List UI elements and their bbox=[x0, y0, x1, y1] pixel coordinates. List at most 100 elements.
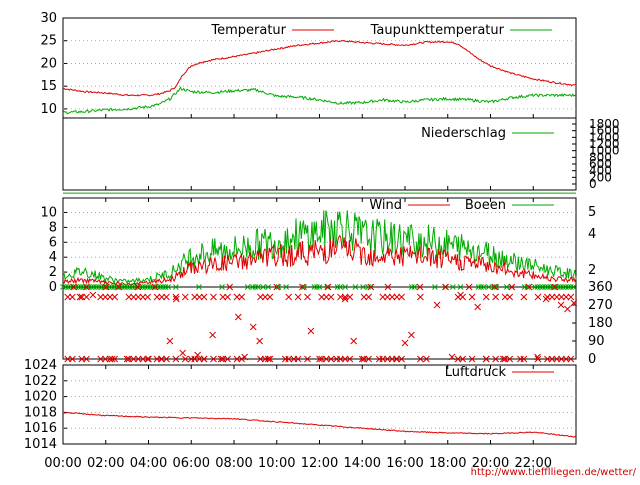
scatter-marker-direction bbox=[384, 283, 392, 291]
scatter-marker-calm bbox=[129, 284, 136, 290]
series-line-luftdruck bbox=[62, 411, 577, 438]
scatter-marker-direction bbox=[468, 355, 476, 363]
y-tick-label: 1020 bbox=[24, 390, 57, 405]
scatter-marker-direction bbox=[417, 293, 424, 301]
scatter-marker-calm bbox=[88, 284, 95, 290]
scatter-marker-direction bbox=[482, 293, 490, 301]
scatter-marker-direction bbox=[506, 355, 514, 363]
scatter-marker-calm bbox=[93, 284, 100, 290]
y-tick-label: 1018 bbox=[24, 405, 57, 420]
scatter-marker-calm bbox=[411, 284, 418, 290]
y-tick-label-right: 4 bbox=[588, 227, 596, 242]
y-tick-label: 4 bbox=[49, 250, 57, 265]
scatter-marker-calm bbox=[485, 284, 492, 290]
scatter-marker-calm bbox=[126, 284, 133, 290]
scatter-marker-direction bbox=[285, 293, 293, 301]
scatter-marker-direction bbox=[534, 355, 542, 363]
y-tick-label-right: 0 bbox=[588, 352, 596, 367]
scatter-marker-direction bbox=[570, 299, 578, 307]
scatter-marker-direction bbox=[408, 331, 415, 339]
scatter-marker-calm bbox=[165, 284, 172, 290]
scatter-marker-calm bbox=[60, 284, 66, 290]
scatter-marker-direction bbox=[209, 331, 216, 339]
scatter-marker-calm bbox=[532, 284, 538, 290]
scatter-marker-direction bbox=[346, 293, 354, 301]
scatter-marker-calm bbox=[337, 284, 343, 290]
scatter-marker-direction bbox=[111, 355, 119, 363]
scatter-marker-direction bbox=[398, 293, 405, 301]
scatter-marker-calm bbox=[249, 284, 256, 290]
scatter-marker-calm bbox=[550, 284, 556, 290]
scatter-marker-direction bbox=[459, 293, 467, 301]
x-tick-label: 12:00 bbox=[301, 456, 338, 471]
scatter-marker-direction bbox=[401, 339, 409, 347]
legend-niederschlag-label: Niederschlag bbox=[421, 126, 506, 141]
source-link[interactable]: http://www.tiefflliegen.de/wetter/ bbox=[470, 467, 636, 478]
y-tick-label-right: 800 bbox=[589, 150, 612, 164]
scatter-marker-direction bbox=[108, 355, 116, 363]
y-tick-label: 1014 bbox=[24, 437, 57, 452]
scatter-marker-direction bbox=[448, 353, 456, 361]
legends: Temperatur Taupunkttemperatur Niederschlag… bbox=[210, 23, 554, 380]
scatter-marker-calm bbox=[260, 284, 266, 290]
scatter-marker-calm bbox=[173, 284, 179, 290]
scatter-marker-direction bbox=[459, 355, 467, 363]
scatter-marker-calm bbox=[219, 284, 225, 290]
scatter-marker-calm bbox=[116, 284, 123, 290]
scatter-marker-calm bbox=[565, 284, 572, 290]
scatter-marker-direction bbox=[163, 293, 170, 301]
scatter-marker-direction bbox=[304, 355, 311, 363]
scatter-marker-calm bbox=[547, 284, 554, 290]
scatter-marker-direction bbox=[307, 327, 315, 335]
scatter-marker-calm bbox=[265, 284, 272, 290]
scatter-marker-direction bbox=[266, 355, 274, 363]
scatter-marker-direction bbox=[316, 355, 323, 363]
scatter-marker-calm bbox=[544, 284, 551, 290]
y-tick-label-right: 270 bbox=[588, 298, 613, 313]
scatter-marker-direction bbox=[346, 355, 354, 363]
scatter-marker-direction bbox=[102, 283, 110, 291]
y-tick-label-right: 1400 bbox=[589, 130, 620, 144]
scatter-marker-calm bbox=[139, 284, 146, 290]
scatter-marker-calm bbox=[252, 284, 259, 290]
y-tick-label-right: 5 bbox=[588, 205, 596, 220]
scatter-marker-calm bbox=[283, 284, 290, 290]
scatter-marker-direction bbox=[234, 313, 242, 321]
scatter-marker-calm bbox=[62, 284, 69, 290]
scatter-marker-direction bbox=[534, 293, 542, 301]
scatter-marker-calm bbox=[570, 284, 577, 290]
scatter-marker-calm bbox=[111, 284, 118, 290]
y-tick-label-right: 180 bbox=[588, 316, 613, 331]
tick-labels: 1015202530020040060080010001200140016001… bbox=[24, 11, 620, 471]
scatter-marker-calm bbox=[503, 284, 510, 290]
y-tick-label-right: 360 bbox=[588, 280, 613, 295]
series-line-wind bbox=[62, 234, 577, 286]
scatter-marker-direction bbox=[123, 355, 131, 363]
scatter-marker-calm bbox=[157, 284, 164, 290]
scatter-marker-calm bbox=[121, 284, 128, 290]
scatter-marker-calm bbox=[244, 284, 251, 290]
scatter-marker-direction bbox=[324, 283, 332, 291]
scatter-marker-calm bbox=[98, 284, 105, 290]
y-tick-label-right: 1000 bbox=[589, 144, 620, 158]
x-tick-label: 22:00 bbox=[515, 456, 552, 471]
x-tick-label: 10:00 bbox=[258, 456, 295, 471]
scatter-marker-calm bbox=[78, 284, 84, 290]
scatter-marker-calm bbox=[316, 284, 323, 290]
x-tick-label: 18:00 bbox=[429, 456, 466, 471]
scatter-marker-direction bbox=[172, 293, 180, 301]
scatter-marker-calm bbox=[114, 284, 120, 290]
scatter-marker-direction bbox=[224, 355, 231, 363]
scatter-marker-direction bbox=[442, 283, 449, 291]
legend-wind-label: Wind bbox=[369, 198, 402, 213]
series-line-taupunkttemperatur bbox=[62, 86, 577, 115]
scatter-marker-direction bbox=[249, 323, 257, 331]
scatter-marker-direction bbox=[179, 349, 187, 357]
scatter-marker-calm bbox=[521, 284, 528, 290]
scatter-marker-calm bbox=[72, 284, 79, 290]
scatter-marker-direction bbox=[499, 355, 507, 363]
scatter-marker-direction bbox=[294, 293, 302, 301]
series-line-temperatur bbox=[63, 39, 577, 97]
